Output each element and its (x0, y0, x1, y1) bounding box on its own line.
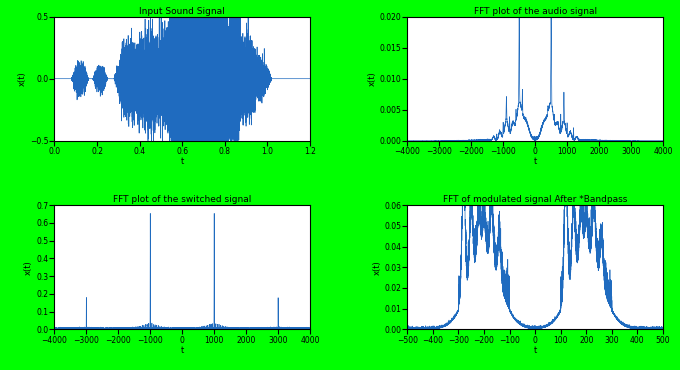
X-axis label: t: t (181, 346, 184, 355)
Y-axis label: x(t): x(t) (372, 260, 381, 275)
Title: FFT of modulated signal After *Bandpass: FFT of modulated signal After *Bandpass (443, 195, 628, 205)
Y-axis label: x(t): x(t) (24, 260, 33, 275)
Title: FFT plot of the switched signal: FFT plot of the switched signal (113, 195, 252, 205)
Title: FFT plot of the audio signal: FFT plot of the audio signal (473, 7, 597, 16)
Y-axis label: x(t): x(t) (367, 71, 377, 86)
X-axis label: t: t (534, 346, 537, 355)
Y-axis label: x(t): x(t) (18, 71, 27, 86)
X-axis label: t: t (181, 157, 184, 166)
X-axis label: t: t (534, 157, 537, 166)
Title: Input Sound Signal: Input Sound Signal (139, 7, 225, 16)
